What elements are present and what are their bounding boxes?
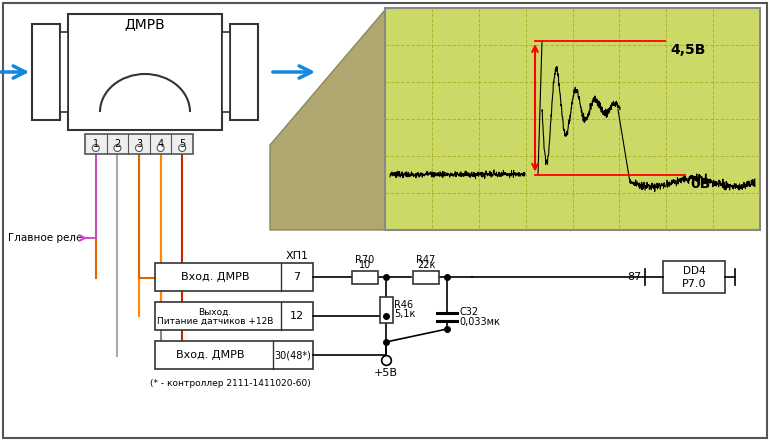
Bar: [85, 134, 193, 154]
Bar: [68, 14, 222, 130]
Text: Вход. ДМРВ: Вход. ДМРВ: [181, 272, 249, 282]
Text: Вход. ДМРВ: Вход. ДМРВ: [176, 350, 244, 360]
Text: Выход.: Выход.: [199, 307, 232, 317]
Bar: [32, 24, 60, 120]
Text: (* - контроллер 2111-1411020-60): (* - контроллер 2111-1411020-60): [150, 379, 311, 388]
Text: Главное реле: Главное реле: [8, 233, 82, 243]
Text: 12: 12: [290, 311, 304, 321]
Bar: [663, 261, 725, 293]
Circle shape: [157, 145, 164, 152]
Text: 4,5В: 4,5В: [670, 43, 705, 57]
Text: 87: 87: [628, 272, 642, 282]
Bar: [155, 341, 313, 369]
Text: 0,033мк: 0,033мк: [459, 317, 500, 327]
Text: 7: 7: [293, 272, 300, 282]
Text: C32: C32: [459, 307, 478, 317]
Bar: [155, 302, 313, 330]
Text: +5В: +5В: [374, 368, 398, 378]
Bar: [380, 296, 393, 322]
Circle shape: [136, 145, 142, 152]
Bar: [385, 8, 760, 230]
Text: 5: 5: [179, 139, 186, 149]
Bar: [230, 24, 258, 120]
Text: 0В: 0В: [690, 176, 710, 191]
Bar: [222, 32, 230, 112]
Circle shape: [114, 145, 121, 152]
Text: 5,1к: 5,1к: [394, 310, 415, 319]
Text: 3: 3: [136, 139, 142, 149]
Polygon shape: [270, 10, 385, 230]
Text: ХП1: ХП1: [286, 251, 309, 261]
Text: R46: R46: [394, 300, 413, 310]
Text: 4: 4: [158, 139, 164, 149]
Bar: [352, 271, 378, 284]
Text: P7.0: P7.0: [681, 279, 706, 289]
Circle shape: [92, 145, 99, 152]
Text: Питание датчиков +12В: Питание датчиков +12В: [157, 317, 273, 325]
Bar: [60, 32, 68, 112]
Bar: [155, 263, 313, 291]
Text: 10: 10: [359, 260, 371, 270]
Text: R70: R70: [356, 255, 375, 265]
Text: 30(48*): 30(48*): [275, 350, 311, 360]
Text: 22к: 22к: [417, 260, 435, 270]
Text: ДМРВ: ДМРВ: [125, 17, 166, 31]
Text: DD4: DD4: [683, 266, 705, 276]
Text: 2: 2: [114, 139, 121, 149]
Bar: [413, 271, 439, 284]
Text: R47: R47: [417, 255, 436, 265]
Circle shape: [179, 145, 186, 152]
Text: 1: 1: [92, 139, 99, 149]
